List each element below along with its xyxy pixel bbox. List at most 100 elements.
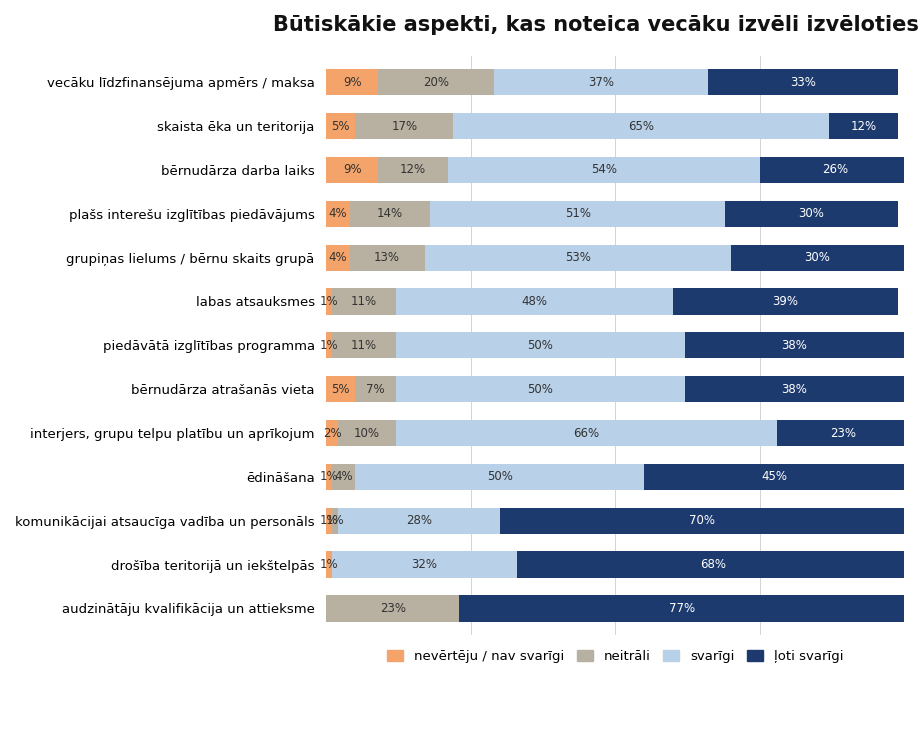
Bar [326, 595, 460, 622]
Text: 4%: 4% [329, 251, 347, 264]
Bar [326, 113, 356, 139]
Text: 32%: 32% [412, 558, 437, 571]
Text: 28%: 28% [406, 515, 432, 527]
Text: 45%: 45% [761, 470, 787, 484]
Text: 50%: 50% [528, 382, 553, 396]
Text: 37%: 37% [588, 76, 614, 89]
Bar [326, 551, 332, 578]
Text: 12%: 12% [850, 120, 877, 133]
Text: 1%: 1% [320, 470, 338, 484]
Bar [453, 113, 829, 139]
Bar [708, 69, 898, 95]
Text: 11%: 11% [351, 295, 377, 308]
Text: 48%: 48% [521, 295, 548, 308]
Bar [356, 464, 644, 490]
Text: 7%: 7% [366, 382, 385, 396]
Bar [777, 420, 910, 446]
Text: 11%: 11% [351, 339, 377, 352]
Text: 50%: 50% [528, 339, 553, 352]
Bar [644, 464, 904, 490]
Bar [326, 376, 356, 402]
Text: 70%: 70% [689, 515, 715, 527]
Bar [326, 288, 332, 315]
Bar [396, 333, 685, 358]
Text: 23%: 23% [831, 426, 857, 440]
Text: 53%: 53% [565, 251, 591, 264]
Bar [326, 333, 332, 358]
Bar [500, 507, 904, 534]
Text: 26%: 26% [822, 164, 847, 176]
Bar [494, 69, 708, 95]
Bar [673, 288, 898, 315]
Bar [326, 244, 349, 271]
Bar [349, 244, 425, 271]
Bar [731, 244, 904, 271]
Bar [338, 507, 500, 534]
Text: 4%: 4% [329, 207, 347, 220]
Text: 54%: 54% [591, 164, 617, 176]
Bar [396, 288, 673, 315]
Text: 5%: 5% [332, 120, 350, 133]
Text: 33%: 33% [790, 76, 816, 89]
Text: 20%: 20% [423, 76, 449, 89]
Bar [332, 551, 517, 578]
Bar [338, 420, 396, 446]
Text: 2%: 2% [323, 426, 342, 440]
Text: 38%: 38% [781, 339, 807, 352]
Bar [396, 376, 685, 402]
Bar [448, 157, 760, 183]
Bar [332, 333, 396, 358]
Text: 77%: 77% [669, 602, 695, 615]
Bar [326, 200, 349, 227]
Text: 30%: 30% [804, 251, 830, 264]
Bar [829, 113, 898, 139]
Text: 65%: 65% [629, 120, 654, 133]
Bar [685, 376, 904, 402]
Bar [356, 113, 453, 139]
Bar [517, 551, 910, 578]
Bar [326, 69, 379, 95]
Text: 23%: 23% [380, 602, 406, 615]
Text: 66%: 66% [573, 426, 599, 440]
Text: 9%: 9% [343, 76, 362, 89]
Text: 50%: 50% [487, 470, 513, 484]
Legend: nevērtēju / nav svarīgi, neitrāli, svarīgi, ļoti svarīgi: nevērtēju / nav svarīgi, neitrāli, svarī… [382, 645, 848, 669]
Bar [460, 595, 904, 622]
Bar [379, 69, 494, 95]
Bar [349, 200, 430, 227]
Text: 13%: 13% [374, 251, 400, 264]
Bar [379, 157, 448, 183]
Text: 30%: 30% [799, 207, 824, 220]
Bar [356, 376, 396, 402]
Bar [425, 244, 731, 271]
Text: 38%: 38% [781, 382, 807, 396]
Bar [326, 157, 379, 183]
Bar [332, 288, 396, 315]
Text: 14%: 14% [377, 207, 403, 220]
Bar [332, 507, 338, 534]
Text: 1%: 1% [320, 558, 338, 571]
Bar [326, 464, 332, 490]
Text: 39%: 39% [773, 295, 799, 308]
Text: 1%: 1% [320, 295, 338, 308]
Text: 12%: 12% [400, 164, 426, 176]
Text: 10%: 10% [354, 426, 380, 440]
Title: Būtiskākie aspekti, kas noteica vecāku izvēli izvēloties PII: Būtiskākie aspekti, kas noteica vecāku i… [274, 15, 919, 35]
Text: 1%: 1% [320, 339, 338, 352]
Bar [326, 420, 338, 446]
Bar [396, 420, 777, 446]
Bar [326, 507, 332, 534]
Text: 1%: 1% [325, 515, 345, 527]
Bar [685, 333, 904, 358]
Text: 17%: 17% [391, 120, 417, 133]
Text: 9%: 9% [343, 164, 362, 176]
Text: 4%: 4% [335, 470, 353, 484]
Text: 51%: 51% [564, 207, 591, 220]
Bar [332, 464, 356, 490]
Bar [430, 200, 725, 227]
Bar [760, 157, 910, 183]
Bar [725, 200, 898, 227]
Text: 1%: 1% [320, 515, 338, 527]
Text: 5%: 5% [332, 382, 350, 396]
Text: 68%: 68% [700, 558, 726, 571]
